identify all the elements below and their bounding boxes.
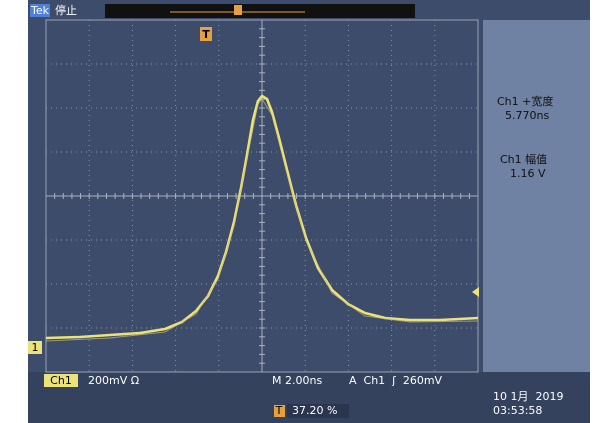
vertical-scale: 200mV Ω (88, 374, 139, 387)
run-status: 停止 (55, 3, 77, 17)
measure-label: Ch1 +宽度 (497, 94, 553, 108)
trigger-setting: A Ch1 ʃ 260mV (349, 374, 443, 387)
channel-box (44, 374, 78, 387)
measure-label: Ch1 幅值 (500, 153, 547, 166)
position-box (287, 404, 349, 418)
time: 03:53:58 (493, 404, 542, 417)
position: 37.20 % (292, 404, 337, 417)
waveform (45, 94, 479, 340)
brand-box (30, 4, 50, 17)
brand: Tek (30, 4, 50, 17)
graticule-frame (45, 19, 479, 373)
trigger-marker-box (200, 27, 212, 41)
channel: Ch1 (50, 374, 72, 387)
date: 10 1月 2019 (493, 390, 563, 403)
channel-marker: 1 (32, 341, 39, 354)
channel-marker-box (28, 341, 42, 354)
record-bar (105, 4, 415, 18)
record-trigger (234, 5, 242, 15)
timebase: M 2.00ns (272, 374, 322, 387)
waveform-shadow (45, 98, 479, 342)
side-panel (483, 20, 590, 372)
graticule (45, 19, 479, 373)
trigger-level-arrow (472, 287, 479, 297)
position-icon-label: T (275, 404, 283, 417)
trigger-marker: T (202, 28, 210, 41)
measure-value: 1.16 V (510, 167, 546, 180)
measure-value: 5.770ns (505, 109, 549, 122)
position-icon (274, 405, 285, 417)
